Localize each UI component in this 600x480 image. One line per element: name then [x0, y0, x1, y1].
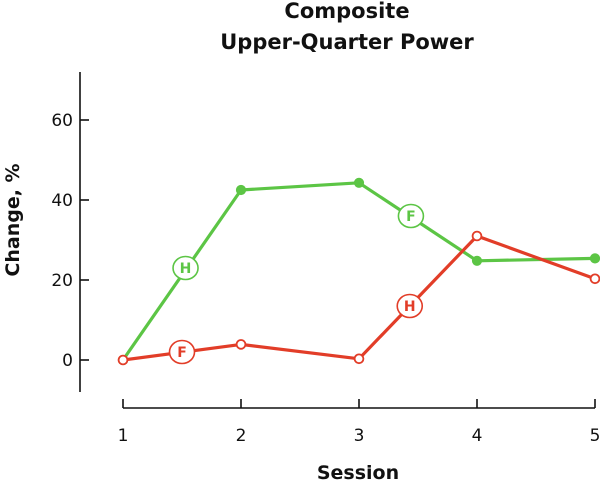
annotation-circle [397, 203, 425, 229]
data-point [589, 273, 600, 285]
series-annotation: F [397, 203, 425, 229]
series-annotation: F [168, 339, 196, 365]
annotation-label: F [406, 209, 416, 225]
y-tick-label: 20 [51, 271, 73, 291]
chart-title-line-1: Composite [284, 0, 409, 23]
series-red [117, 230, 600, 366]
annotation-layer: H F F H [168, 203, 425, 365]
annotation-circle [172, 255, 199, 281]
series-annotation: H [172, 255, 199, 281]
y-tick-label: 40 [51, 191, 73, 211]
x-axis-title: Session [317, 462, 399, 480]
y-tick-label: 0 [62, 351, 73, 371]
y-axis-title: Change, % [2, 163, 24, 276]
series-layer [117, 177, 600, 366]
y-tick-label: 60 [51, 111, 73, 131]
x-tick-label: 4 [472, 426, 483, 446]
data-point [471, 255, 483, 266]
annotation-label: H [404, 299, 416, 315]
annotation-label: H [180, 261, 192, 277]
axes: 0 20 40 60 1 2 3 4 5 [51, 72, 600, 446]
data-point [353, 353, 365, 365]
x-tick-label: 3 [354, 426, 365, 446]
x-tick-label: 2 [236, 426, 247, 446]
annotation-label: F [177, 345, 187, 361]
x-tick-label: 5 [590, 426, 600, 446]
chart-title-line-2: Upper-Quarter Power [220, 30, 474, 54]
data-point [117, 354, 129, 366]
data-point [235, 339, 247, 350]
data-point [353, 177, 365, 188]
annotation-circle [168, 339, 196, 365]
data-point [235, 184, 247, 196]
series-annotation: H [396, 293, 424, 319]
data-point [471, 230, 483, 242]
annotation-circle [396, 293, 424, 319]
data-point [589, 253, 600, 264]
series-line [121, 234, 597, 362]
x-tick-label: 1 [118, 426, 129, 446]
